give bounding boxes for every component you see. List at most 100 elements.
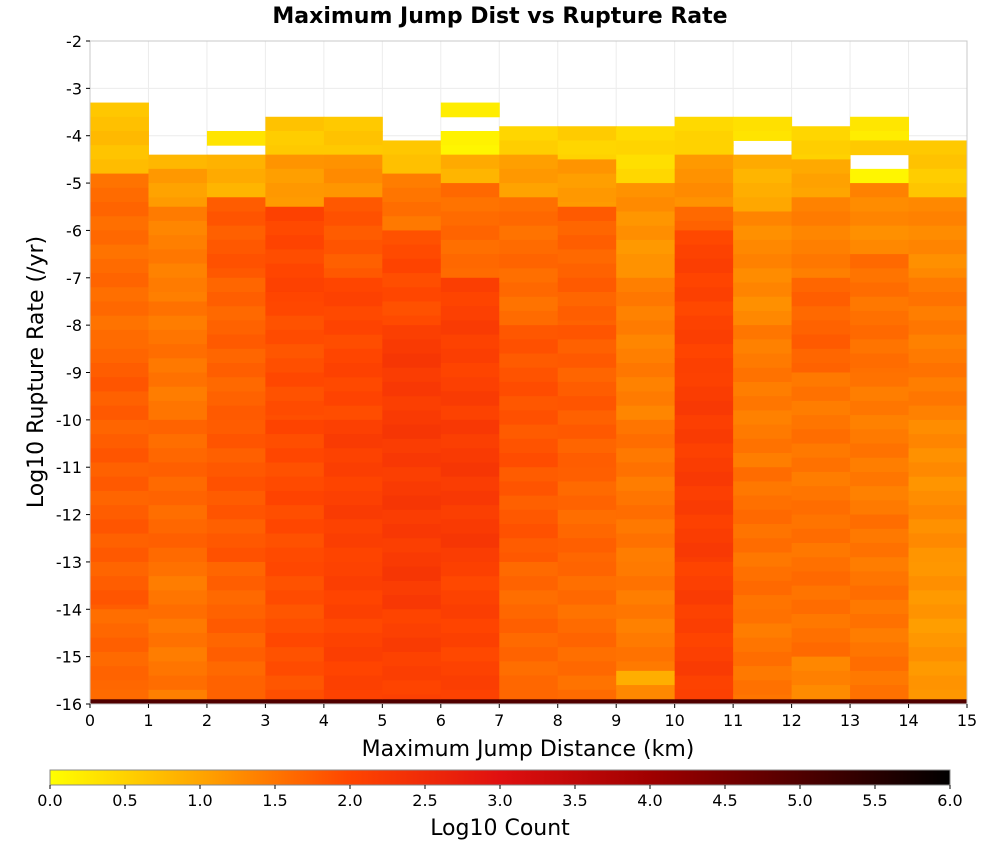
y-tick-label: -9 [66, 364, 82, 383]
heatmap-cell [148, 419, 208, 435]
heatmap-cell [265, 291, 325, 302]
heatmap-cell [206, 168, 266, 184]
heatmap-cell [674, 590, 734, 606]
heatmap-cell [557, 438, 617, 454]
heatmap-cell [323, 168, 383, 184]
heatmap-cell [265, 632, 325, 648]
heatmap-cell [557, 675, 617, 691]
heatmap-cell [674, 500, 734, 516]
x-axis-ticks: 0 1 2 3 4 5 6 7 8 9 10 11 12 13 14 15 [85, 704, 977, 730]
heatmap-cell [206, 689, 266, 700]
heatmap-cell [90, 287, 149, 302]
heatmap-cell [674, 244, 734, 260]
x-tick-label: 14 [898, 711, 918, 730]
heatmap-cell [499, 381, 559, 397]
heatmap-cell [733, 367, 793, 383]
heatmap-cell [323, 268, 383, 279]
x-tick-label: 7 [494, 711, 504, 730]
heatmap-cell [557, 576, 617, 591]
heatmap-cell [382, 637, 442, 653]
heatmap-cell [733, 651, 793, 667]
heatmap-cell [850, 339, 910, 355]
heatmap-cell [850, 457, 910, 473]
heatmap-cell [499, 282, 559, 298]
heatmap-cell [850, 699, 910, 705]
heatmap-cell [90, 145, 149, 160]
y-axis-label: Log10 Rupture Rate (/yr) [24, 236, 49, 508]
heatmap-cell [850, 310, 910, 326]
heatmap-cell [265, 358, 325, 373]
heatmap-cell [323, 533, 383, 549]
heatmap-cell [616, 363, 676, 378]
heatmap-cell [323, 590, 383, 606]
heatmap-cell [733, 524, 793, 539]
heatmap-cell [323, 647, 383, 662]
colorbar-tick-label: 3.0 [487, 791, 512, 810]
heatmap-cell [499, 689, 559, 700]
colorbar-tick-label: 2.0 [337, 791, 362, 810]
heatmap-cell [440, 519, 500, 535]
heatmap-cell [908, 632, 968, 648]
heatmap-cell [265, 329, 325, 345]
heatmap-cell [557, 235, 617, 250]
y-tick-label: -15 [56, 648, 82, 667]
heatmap-cell [323, 377, 383, 392]
heatmap-cell [206, 334, 266, 350]
heatmap-cell [850, 557, 910, 572]
heatmap-cell [616, 154, 676, 170]
heatmap-cell [440, 183, 500, 198]
heatmap-cell [499, 467, 559, 482]
heatmap-cell [440, 254, 500, 269]
heatmap-cell [674, 528, 734, 544]
heatmap-cell [90, 273, 149, 288]
heatmap-cell [674, 358, 734, 373]
heatmap-cell [90, 604, 149, 610]
heatmap-cell [557, 538, 617, 553]
colorbar-tick-label: 4.5 [712, 791, 737, 810]
heatmap-cell [733, 481, 793, 497]
heatmap-cell [90, 344, 149, 350]
heatmap-cell [440, 168, 500, 184]
heatmap-cell [499, 590, 559, 606]
heatmap-cell [850, 225, 910, 241]
heatmap-cell [616, 306, 676, 321]
heatmap-cell [206, 306, 266, 321]
heatmap-cell [206, 699, 266, 705]
heatmap-cell [206, 661, 266, 677]
heatmap-cell [265, 400, 325, 416]
heatmap-cell [850, 528, 910, 544]
heatmap-cell [148, 291, 208, 302]
heatmap-cell [557, 410, 617, 426]
heatmap-cell [206, 277, 266, 293]
heatmap-cell [850, 239, 910, 255]
heatmap-cell [206, 533, 266, 549]
heatmap-cell [791, 268, 851, 279]
heatmap-cell [557, 509, 617, 525]
heatmap-cell [499, 524, 559, 539]
heatmap-cell [206, 291, 266, 307]
heatmap-cell [850, 268, 910, 284]
heatmap-cell [850, 183, 910, 198]
heatmap-cell [616, 268, 676, 279]
heatmap-cell [557, 220, 617, 236]
heatmap-cell [557, 291, 617, 307]
heatmap-cell [265, 145, 325, 156]
heatmap-cell [674, 689, 734, 700]
heatmap-cell [382, 301, 442, 317]
heatmap-cell [265, 505, 325, 520]
heatmap-cell [850, 429, 910, 445]
heatmap-cell [616, 291, 676, 307]
heatmap-cell [908, 320, 968, 336]
heatmap-cell [323, 604, 383, 620]
heatmap-cell [90, 315, 149, 331]
heatmap-cell [908, 197, 968, 212]
heatmap-cell [148, 519, 208, 535]
heatmap-cell [148, 315, 208, 331]
heatmap-cell [206, 462, 266, 478]
heatmap-cell [733, 410, 793, 426]
heatmap-cell [616, 699, 676, 705]
heatmap-cell [616, 197, 676, 212]
heatmap-cell [674, 561, 734, 577]
heatmap-cell [908, 689, 968, 700]
heatmap-cell [908, 140, 968, 156]
